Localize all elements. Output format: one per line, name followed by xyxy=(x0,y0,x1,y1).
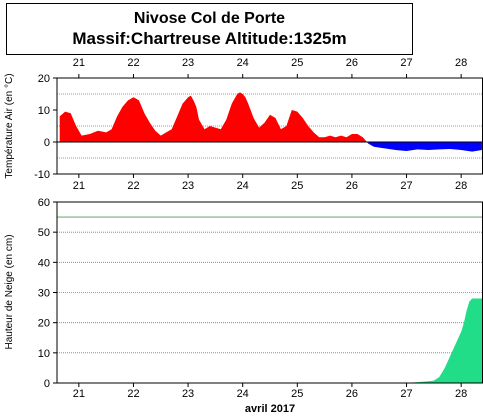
x-tick-label-bottom-temperature-28: 28 xyxy=(455,180,467,192)
x-tick-label-top-temperature-23: 23 xyxy=(182,57,194,69)
y-tick-label-snow_depth-30: 30 xyxy=(38,288,50,300)
y-tick-label-snow_depth-60: 60 xyxy=(38,197,50,209)
x-tick-label-bottom-temperature-27: 27 xyxy=(400,180,412,192)
chart-title-box: Nivose Col de Porte Massif:Chartreuse Al… xyxy=(6,3,413,55)
x-tick-label-bottom-snow_depth-23: 23 xyxy=(182,388,194,400)
y-tick-label-snow_depth-50: 50 xyxy=(38,227,50,239)
temperature-area-negative xyxy=(59,142,482,152)
x-tick-label-bottom-snow_depth-24: 24 xyxy=(237,388,249,400)
x-tick-label-bottom-snow_depth-26: 26 xyxy=(346,388,358,400)
y-tick-label-temperature-0: 0 xyxy=(44,137,50,149)
x-tick-label-bottom-temperature-26: 26 xyxy=(346,180,358,192)
y-tick-label-temperature--10: -10 xyxy=(34,169,50,181)
y-tick-label-snow_depth-10: 10 xyxy=(38,348,50,360)
chart-subtitle: Massif:Chartreuse Altitude:1325m xyxy=(72,29,347,48)
x-tick-label-top-temperature-28: 28 xyxy=(455,57,467,69)
y-axis-title-snow_depth: Hauteur de Neige (en cm) xyxy=(4,234,15,349)
x-tick-label-bottom-temperature-21: 21 xyxy=(73,180,85,192)
x-tick-label-top-temperature-26: 26 xyxy=(346,57,358,69)
temperature-area-positive xyxy=(59,92,482,142)
x-tick-label-top-temperature-27: 27 xyxy=(400,57,412,69)
y-tick-label-snow_depth-20: 20 xyxy=(38,318,50,330)
x-tick-label-top-temperature-24: 24 xyxy=(237,57,249,69)
x-tick-label-top-temperature-25: 25 xyxy=(291,57,303,69)
y-axis-title-temperature: Température Air (en °C) xyxy=(4,73,15,178)
x-axis-title: avril 2017 xyxy=(245,403,295,415)
x-tick-label-top-temperature-22: 22 xyxy=(127,57,139,69)
x-tick-label-bottom-snow_depth-21: 21 xyxy=(73,388,85,400)
x-tick-label-bottom-snow_depth-25: 25 xyxy=(291,388,303,400)
x-tick-label-bottom-temperature-25: 25 xyxy=(291,180,303,192)
x-tick-label-bottom-snow_depth-28: 28 xyxy=(455,388,467,400)
y-tick-label-snow_depth-40: 40 xyxy=(38,257,50,269)
x-tick-label-bottom-snow_depth-22: 22 xyxy=(127,388,139,400)
chart-title: Nivose Col de Porte xyxy=(133,10,286,27)
snow-depth-area xyxy=(57,298,483,383)
y-tick-label-temperature-10: 10 xyxy=(38,105,50,117)
x-tick-label-bottom-temperature-22: 22 xyxy=(127,180,139,192)
y-tick-label-snow_depth-0: 0 xyxy=(44,378,50,390)
x-tick-label-top-temperature-21: 21 xyxy=(73,57,85,69)
x-tick-label-bottom-temperature-24: 24 xyxy=(237,180,249,192)
y-tick-label-temperature-20: 20 xyxy=(38,73,50,85)
x-tick-label-bottom-temperature-23: 23 xyxy=(182,180,194,192)
x-tick-label-bottom-snow_depth-27: 27 xyxy=(400,388,412,400)
